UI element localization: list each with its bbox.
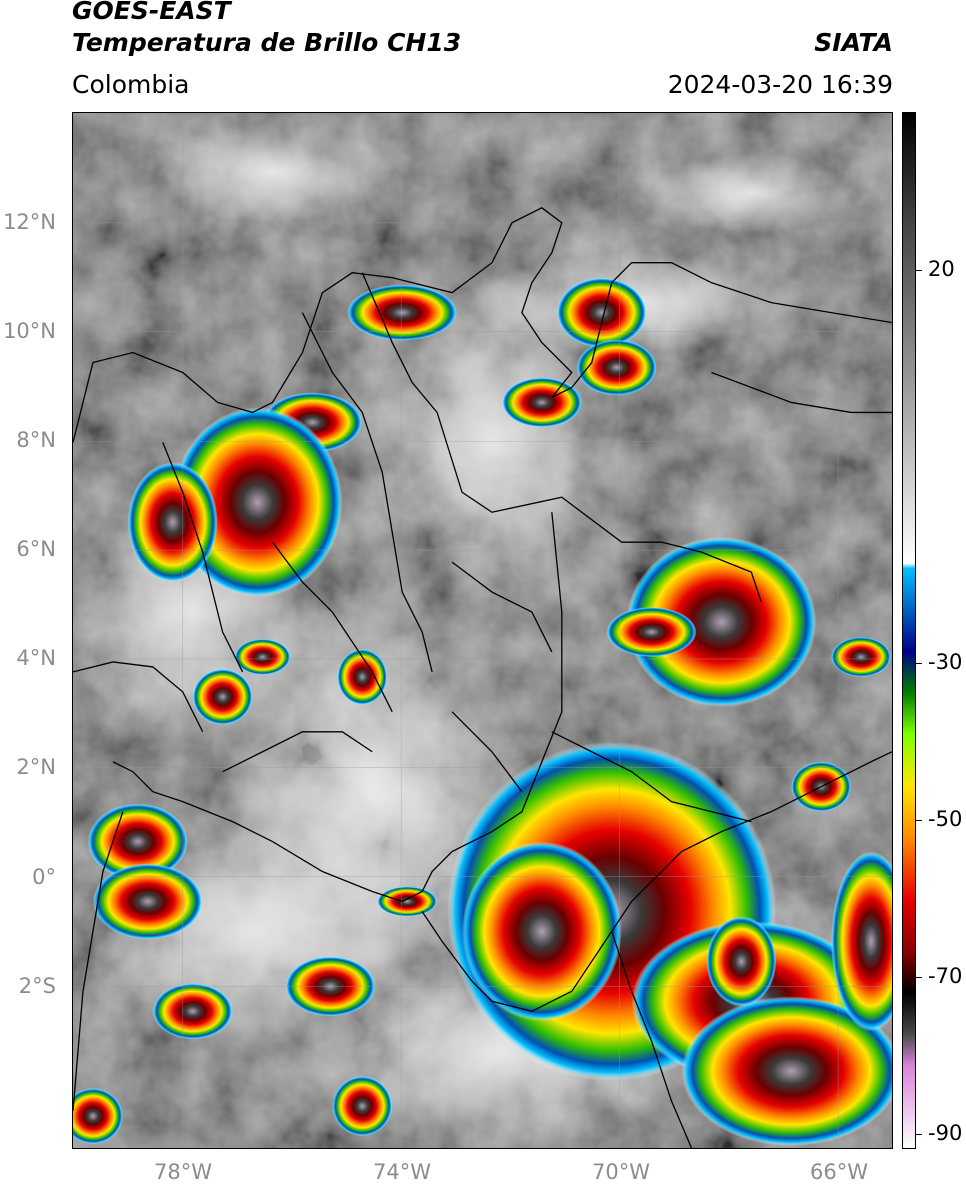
agency-label: SIATA (814, 28, 893, 57)
lat-label-0: 0° (32, 865, 56, 889)
colorbar-label-minus30: -30 (928, 650, 963, 674)
lon-label-70w: 70°W (592, 1160, 650, 1184)
lat-label-4n: 4°N (16, 646, 56, 670)
colorbar-tick (916, 270, 922, 271)
colorbar-tick (916, 977, 922, 978)
satellite-map[interactable] (72, 112, 893, 1149)
lon-label-66w: 66°W (810, 1160, 868, 1184)
colorbar-label-minus70: -70 (928, 964, 963, 988)
lat-label-12n: 12°N (3, 210, 56, 234)
colorbar-label-20: 20 (928, 257, 955, 281)
lon-label-74w: 74°W (373, 1160, 431, 1184)
lat-label-6n: 6°N (16, 537, 56, 561)
lat-label-2n: 2°N (16, 755, 56, 779)
temperature-colorbar (902, 112, 916, 1149)
datetime-label: 2024-03-20 16:39 (667, 70, 893, 99)
lat-label-10n: 10°N (3, 319, 56, 343)
colorbar-tick (916, 820, 922, 821)
lat-label-2s: 2°S (18, 974, 56, 998)
colorbar-tick (916, 1134, 922, 1135)
lon-label-78w: 78°W (154, 1160, 212, 1184)
lat-label-8n: 8°N (16, 428, 56, 452)
colorbar-label-minus50: -50 (928, 807, 963, 831)
product-title: Temperatura de Brillo CH13 (72, 28, 462, 57)
region-label: Colombia (72, 70, 190, 99)
satellite-title: GOES-EAST (72, 0, 231, 25)
colorbar-tick (916, 663, 922, 664)
colorbar-label-minus90: -90 (928, 1121, 963, 1145)
